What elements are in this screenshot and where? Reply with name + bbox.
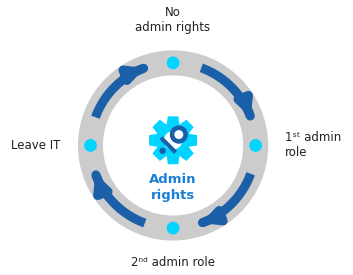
Text: 2ⁿᵈ admin role: 2ⁿᵈ admin role: [131, 257, 215, 269]
Polygon shape: [160, 136, 177, 154]
Text: Leave IT: Leave IT: [11, 139, 61, 152]
Circle shape: [157, 124, 190, 157]
Text: 1ˢᵗ admin
role: 1ˢᵗ admin role: [285, 131, 342, 159]
Polygon shape: [149, 116, 197, 164]
Circle shape: [159, 148, 166, 154]
Circle shape: [167, 222, 179, 234]
Circle shape: [167, 57, 179, 68]
Text: Admin
rights: Admin rights: [149, 174, 197, 202]
Circle shape: [85, 140, 96, 151]
Text: No
admin rights: No admin rights: [136, 7, 211, 34]
Circle shape: [174, 130, 183, 139]
Circle shape: [164, 132, 181, 149]
Circle shape: [250, 140, 261, 151]
Circle shape: [170, 126, 188, 144]
